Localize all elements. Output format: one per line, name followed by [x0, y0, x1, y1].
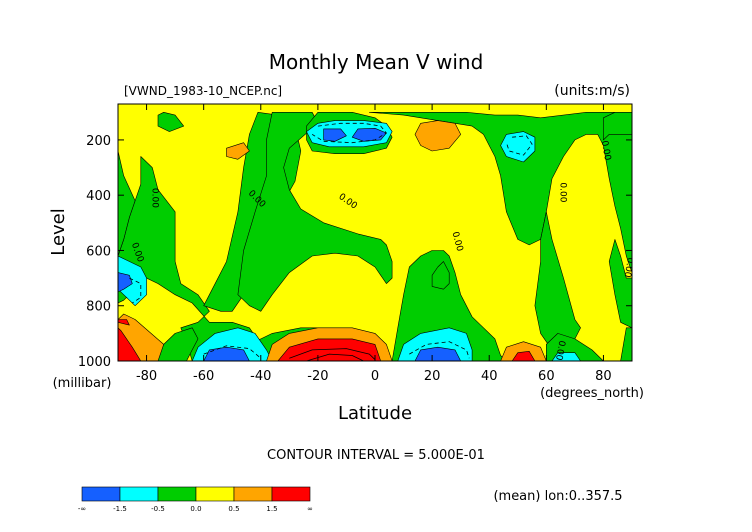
contour-region-strong-negative	[351, 128, 387, 142]
contour-region-strong-positive	[118, 327, 142, 361]
x-axis-units: (degrees_north)	[540, 386, 644, 401]
contour-region-negative	[118, 112, 276, 361]
x-axis-label: Latitude	[338, 403, 412, 424]
y-axis-units: (millibar)	[53, 376, 112, 391]
contour-region-strong-negative	[323, 128, 347, 142]
footnote: (mean) lon:0..357.5	[493, 489, 622, 504]
contour-region-negative	[157, 112, 184, 132]
y-axis: 200 400 600 800 1000	[78, 134, 632, 370]
contour-region-positive	[226, 142, 250, 160]
contour-line-negative	[311, 122, 388, 144]
contour-region-negative	[118, 112, 136, 257]
x-tick-label: -40	[250, 369, 271, 384]
contour-zero-label: 0.00	[558, 182, 568, 202]
colorbar-swatch	[119, 486, 159, 502]
colorbar-tick-label: -1.5	[113, 505, 127, 513]
x-tick-label: 40	[481, 369, 498, 384]
contour-region-negative	[368, 112, 632, 273]
y-tick-label: 200	[86, 134, 111, 149]
file-label: [VWND_1983-10_NCEP.nc]	[124, 84, 282, 98]
contour-region-strong-negative	[118, 272, 133, 293]
x-tick-label: 60	[538, 369, 555, 384]
chart-title: Monthly Mean V wind	[269, 50, 484, 74]
x-tick-label: 0	[371, 369, 379, 384]
plot-area: 0.000.000.00 0.000.000.000.000.000.00	[118, 104, 635, 362]
colorbar-tick-label: ∞	[307, 505, 313, 513]
x-tick-label: 80	[595, 369, 612, 384]
contour-line-negative	[203, 345, 262, 359]
contour-zero-label: 0.00	[149, 188, 159, 208]
contour-line-negative	[129, 277, 142, 304]
contour-line-negative	[506, 135, 533, 156]
y-tick-label: 1000	[78, 355, 111, 370]
colorbar: -∞ -1.5 -0.5 0.0 0.5 1.5 ∞	[78, 486, 313, 513]
x-axis: -80 -60 -40 -20 0 20 40 60 80	[136, 104, 612, 384]
contour-line-positive	[289, 348, 376, 360]
contour-region-strong-negative	[203, 346, 250, 361]
contour-zero-label: 0.00	[622, 257, 635, 279]
contour-region-positive	[500, 341, 547, 361]
colorbar-swatch	[271, 486, 311, 502]
y-tick-label: 600	[86, 244, 111, 259]
colorbar-tick-label: -∞	[78, 505, 86, 513]
colorbar-swatch	[157, 486, 197, 502]
contour-region-negative	[157, 327, 199, 361]
colorbar-swatch	[195, 486, 235, 502]
contour-zero-label: 0.00	[599, 140, 612, 162]
contour-interval-text: CONTOUR INTERVAL = 5.000E-01	[267, 448, 485, 463]
colorbar-swatch	[81, 486, 121, 502]
colorbar-tick-label: 0.0	[190, 505, 201, 513]
contour-region-strong-positive	[277, 338, 382, 361]
colorbar-tick-label: -0.5	[151, 505, 165, 513]
contour-region-strong-positive	[511, 350, 536, 361]
contour-fill-layer	[118, 112, 632, 361]
colorbar-swatch	[233, 486, 273, 502]
colorbar-tick-label: 1.5	[266, 505, 277, 513]
y-tick-label: 800	[86, 300, 111, 315]
contour-region-negative	[237, 112, 393, 312]
x-tick-label: -60	[193, 369, 214, 384]
y-tick-label: 400	[86, 189, 111, 204]
contour-region-moderate-negative	[500, 131, 536, 163]
contour-region-positive	[414, 120, 462, 152]
contour-zero-label: 0.00	[553, 340, 566, 362]
contour-region-strong-positive	[118, 319, 130, 326]
x-tick-label: -20	[307, 369, 328, 384]
contour-region-negative	[620, 327, 632, 361]
colorbar-tick-label: 0.5	[228, 505, 239, 513]
x-tick-label: -80	[136, 369, 157, 384]
x-tick-label: 20	[424, 369, 441, 384]
contour-region-negative	[431, 261, 450, 290]
contour-region-strong-negative	[414, 346, 462, 361]
contour-line-negative	[409, 341, 470, 359]
contour-region-moderate-negative	[551, 352, 581, 361]
units-label: (units:m/s)	[554, 83, 630, 99]
y-axis-label: Level	[48, 208, 69, 256]
contour-region-negative	[603, 112, 632, 141]
